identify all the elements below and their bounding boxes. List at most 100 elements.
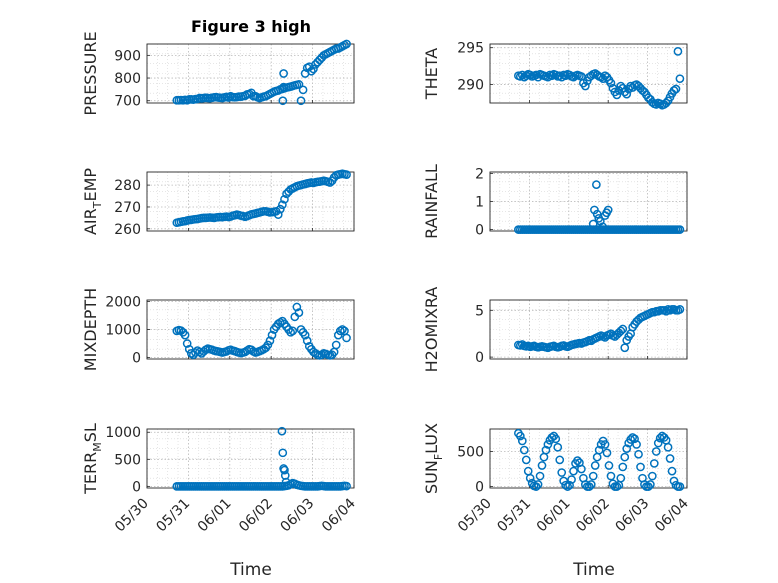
data-point	[616, 326, 626, 336]
x-tick-label: 06/04	[652, 495, 692, 535]
data-point	[275, 204, 285, 214]
y-tick-label: 290	[457, 78, 484, 94]
data-point	[531, 482, 541, 491]
data-point	[300, 330, 310, 340]
data-point	[663, 442, 673, 452]
data-point	[606, 471, 616, 481]
data-point	[675, 482, 685, 491]
panel-3: 0 1 2 RAINFALL	[422, 164, 688, 239]
panel-5: 0 5 H2OMIXRA	[422, 287, 688, 372]
data-point	[628, 433, 637, 442]
data-point	[669, 86, 679, 95]
data-point	[317, 350, 327, 360]
data-point	[296, 96, 306, 106]
x-axis-label-left: Time	[229, 560, 272, 580]
y-tick-label: 2000	[105, 294, 141, 310]
y-tick-label: 0	[475, 350, 484, 366]
data-point	[665, 454, 675, 463]
data-point	[519, 445, 529, 455]
data-point	[644, 482, 653, 491]
y-tick-label: 270	[114, 200, 141, 216]
data-point	[557, 468, 567, 477]
data-point	[602, 448, 612, 458]
data-point	[586, 480, 596, 489]
data-point	[278, 448, 288, 458]
x-axis-label-right: Time	[572, 560, 615, 580]
data-point	[592, 209, 602, 219]
data-point	[278, 200, 287, 210]
data-point	[311, 349, 320, 358]
data-point	[543, 440, 553, 449]
data-point	[342, 333, 351, 343]
data-point	[535, 471, 545, 481]
data-point	[612, 90, 622, 100]
data-point	[616, 473, 626, 483]
data-point	[281, 477, 291, 487]
y-tick-label: 0	[475, 480, 484, 496]
data-point	[577, 464, 586, 474]
data-point	[294, 308, 304, 317]
data-point	[675, 305, 685, 314]
data-point	[661, 306, 671, 316]
data-point	[561, 480, 570, 490]
panel-2: 260 270 280 AIRTEMP	[81, 168, 355, 238]
panel-4: 0 1000 2000 MIXDEPTH	[81, 288, 355, 371]
data-point	[630, 434, 639, 444]
data-point	[598, 222, 608, 232]
data-point	[626, 435, 636, 444]
data-point	[242, 346, 252, 355]
data-point	[525, 473, 535, 483]
y-tick-label: 0	[475, 223, 484, 239]
data-point	[622, 89, 632, 99]
data-point	[661, 98, 671, 108]
data-point	[618, 324, 628, 334]
data-point	[671, 84, 681, 94]
data-point	[673, 47, 683, 56]
data-point	[596, 72, 606, 82]
y-tick-label: 500	[114, 452, 141, 468]
data-point	[555, 71, 565, 81]
data-point	[634, 449, 643, 459]
y-tick-label: 0	[132, 479, 141, 495]
data-point	[616, 81, 626, 91]
data-point	[620, 343, 630, 353]
y-tick-label: 800	[114, 71, 141, 87]
data-point	[265, 336, 275, 346]
data-point	[603, 205, 613, 215]
y-tick-label: 0	[132, 351, 141, 367]
axes-box	[489, 299, 688, 360]
data-point	[280, 465, 289, 475]
data-point	[191, 348, 200, 357]
data-point	[606, 78, 616, 88]
axes-box	[146, 43, 355, 104]
data-point	[307, 66, 316, 76]
x-tick-label: 05/30	[455, 496, 495, 536]
data-point	[342, 481, 351, 491]
data-point	[525, 70, 535, 80]
data-point	[279, 69, 288, 78]
x-tick-label: 06/01	[534, 496, 574, 536]
y-tick-label: 900	[114, 48, 141, 64]
data-point	[667, 466, 677, 476]
data-point	[515, 72, 525, 81]
x-tick-label: 05/31	[153, 496, 193, 536]
x-tick-label: 05/31	[494, 496, 534, 536]
data-point	[309, 64, 318, 74]
data-point	[604, 461, 614, 470]
data-point	[671, 480, 681, 490]
axes-box	[146, 299, 355, 360]
data-point	[590, 461, 600, 470]
data-point	[561, 71, 570, 81]
data-point	[584, 482, 594, 491]
data-point	[325, 178, 335, 187]
data-point	[600, 440, 610, 449]
data-point	[288, 326, 298, 336]
data-point	[533, 480, 543, 489]
x-tick-label: 06/01	[195, 496, 235, 536]
x-tick-label: 06/03	[278, 496, 318, 536]
data-point	[180, 330, 190, 340]
panel-6: 0 500 1000 05/30 05/31 06/01 06/02 06/03 06/04 TE…	[81, 423, 359, 535]
panel-1: 290 295 THETA	[422, 41, 688, 110]
data-point	[273, 210, 283, 219]
data-point	[537, 461, 547, 470]
